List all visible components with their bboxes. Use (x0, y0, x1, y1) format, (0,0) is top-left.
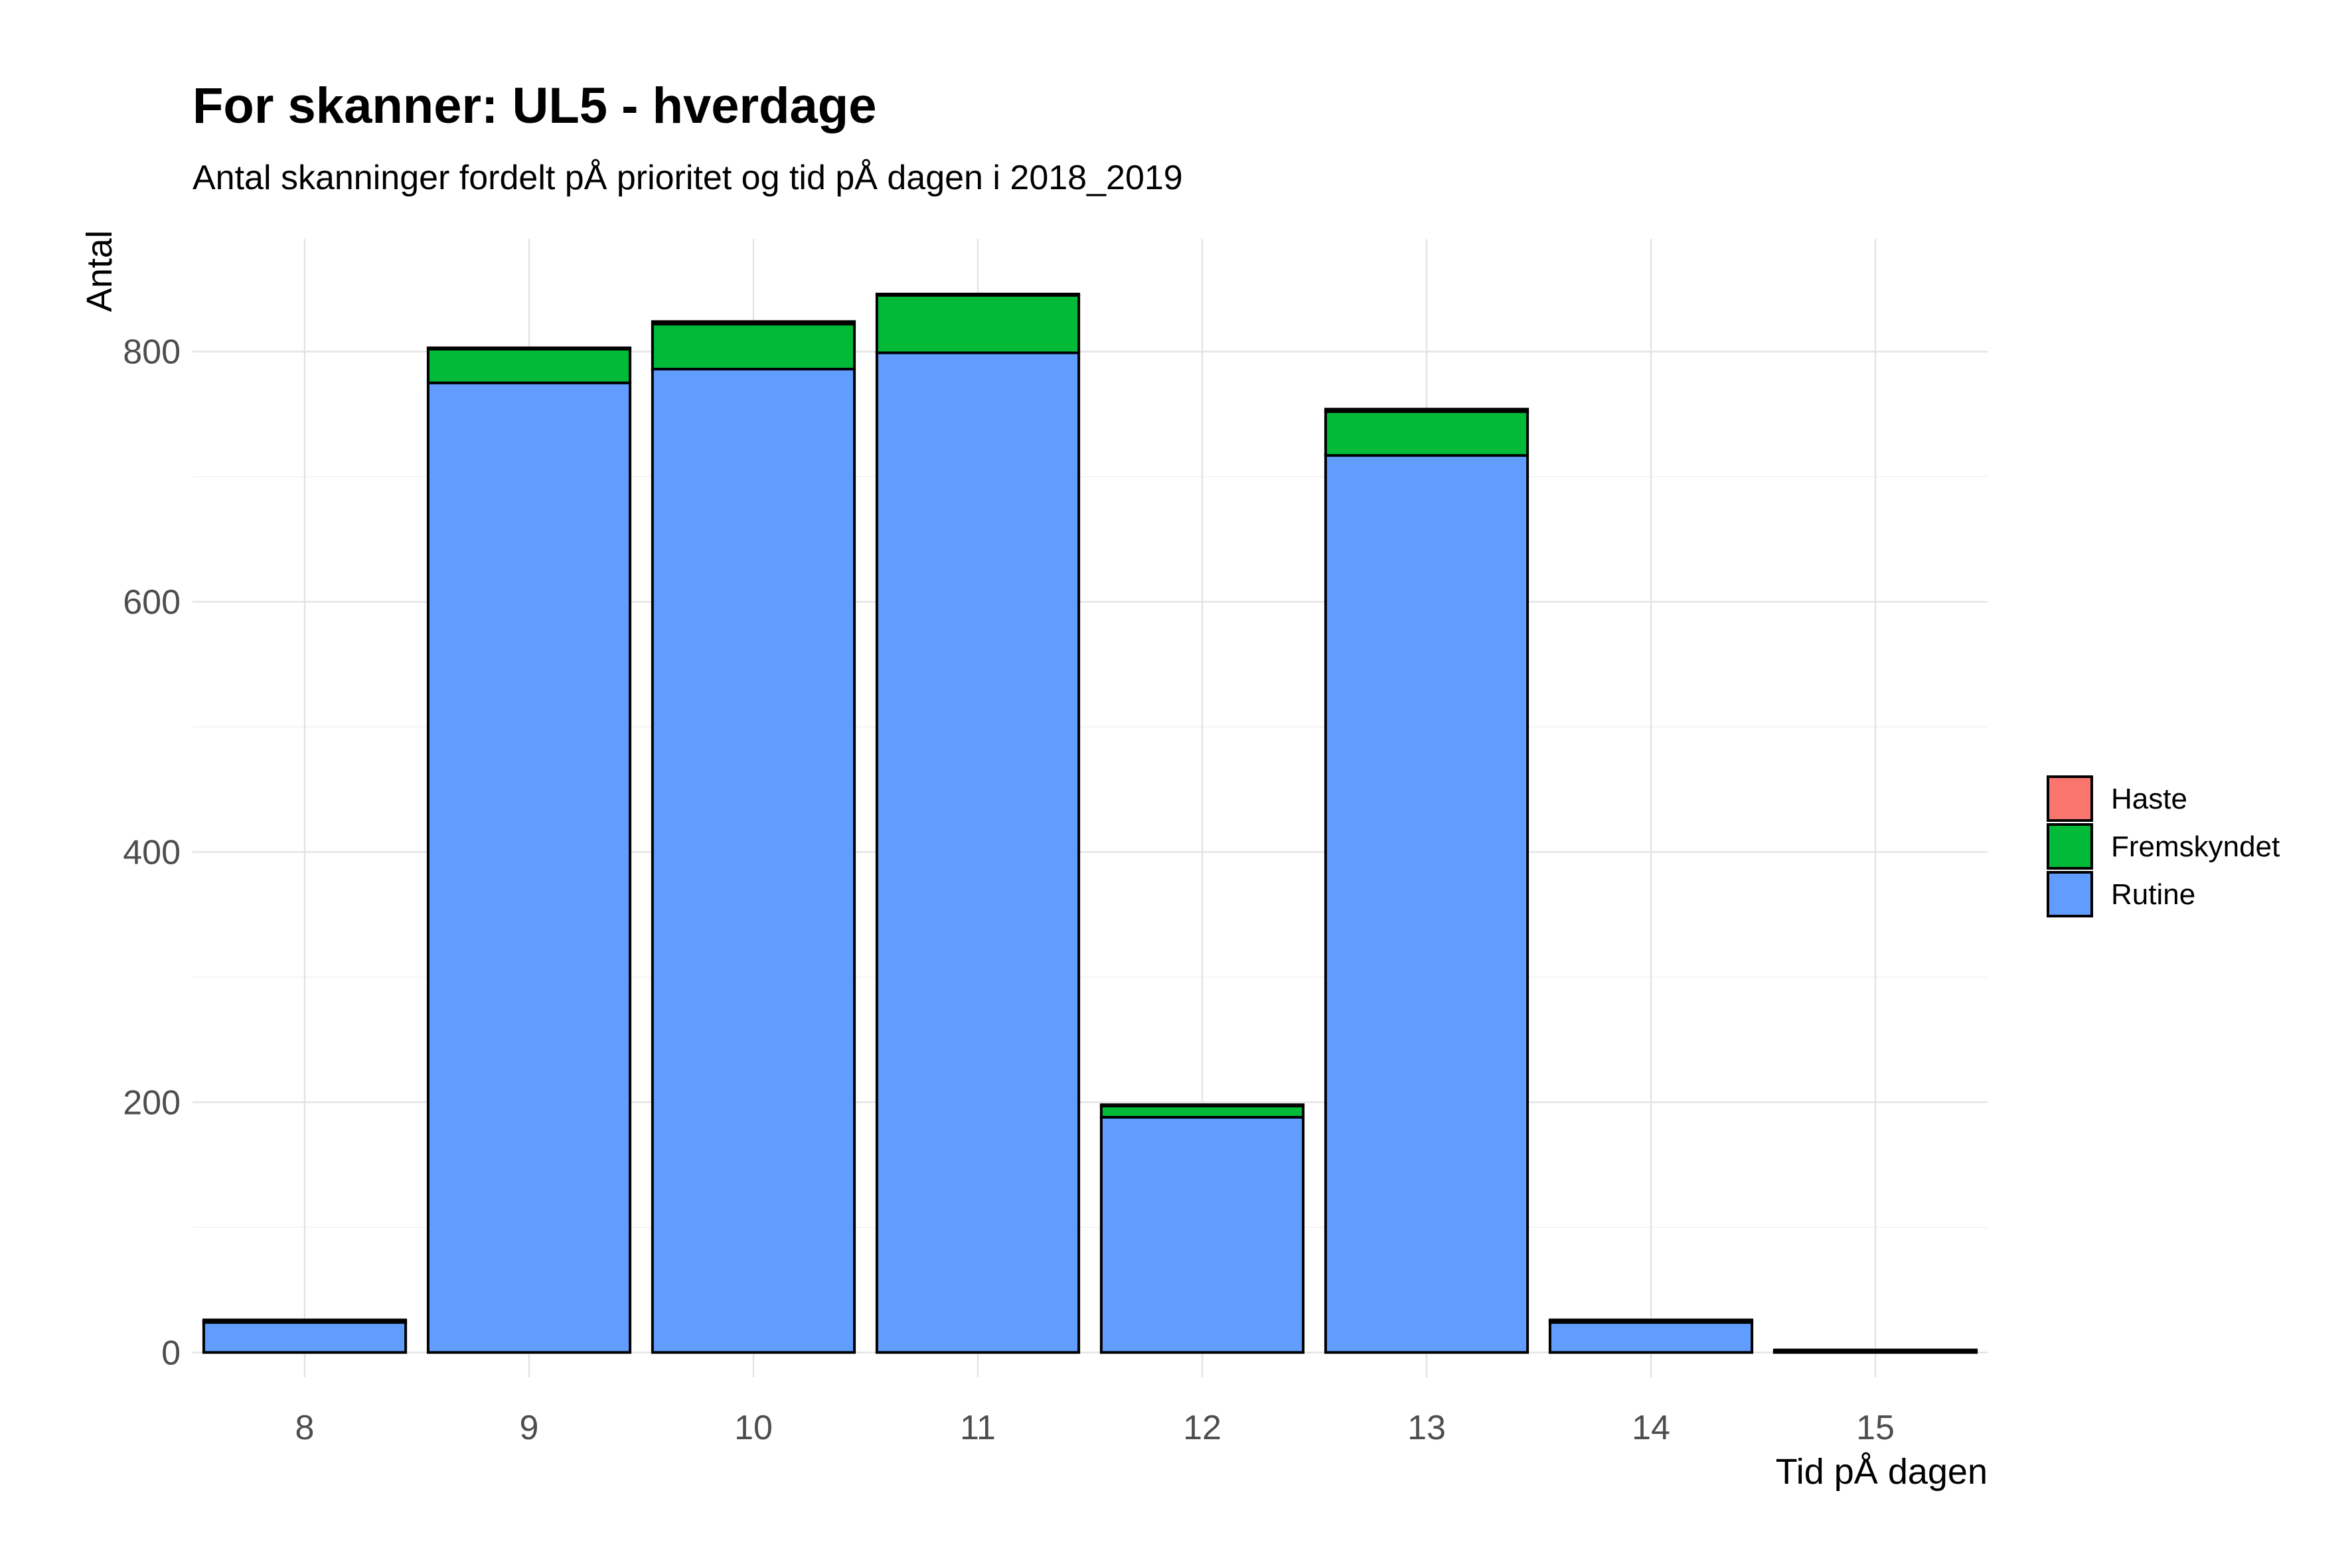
bar-rutine-11 (875, 351, 1081, 1354)
y-axis-ticks: 0 200 400 600 800 (123, 333, 181, 1373)
bar-haste-10 (651, 320, 856, 326)
bar-fremskyndet-9 (426, 347, 632, 384)
legend-label-haste: Haste (2111, 783, 2187, 815)
x-tick-label: 9 (520, 1409, 539, 1447)
bar-fremskyndet-10 (651, 323, 856, 370)
bar-rutine-9 (426, 381, 632, 1354)
x-tick-label: 10 (734, 1409, 773, 1447)
bar-rutine-12 (1099, 1116, 1305, 1354)
bar-haste-12 (1099, 1103, 1305, 1108)
y-tick-label: 600 (123, 584, 181, 622)
legend-key-haste (2047, 775, 2093, 822)
y-tick-label: 400 (123, 833, 181, 872)
bar-rutine-14 (1548, 1321, 1754, 1354)
y-tick-label: 200 (123, 1083, 181, 1122)
x-tick-label: 15 (1856, 1409, 1895, 1447)
legend-label-rutine: Rutine (2111, 878, 2195, 911)
bar-rutine-8 (202, 1321, 408, 1354)
legend: Haste Fremskyndet Rutine (2047, 775, 2280, 917)
x-tick-label: 14 (1632, 1409, 1670, 1447)
bar-rutine-13 (1324, 454, 1529, 1354)
bars (202, 292, 1978, 1354)
bar-fremskyndet-13 (1324, 410, 1529, 457)
bar-haste-13 (1324, 408, 1529, 414)
y-tick-label: 0 (161, 1334, 181, 1372)
bar-haste-15 (1772, 1348, 1978, 1353)
bar-haste-11 (875, 292, 1081, 297)
chart-subtitle: Antal skanninger fordelt pÅ prioritet og… (193, 159, 1183, 197)
y-axis-title: Antal (80, 230, 119, 312)
legend-key-fremskyndet (2047, 823, 2093, 870)
chart-title: For skanner: UL5 - hverdage (193, 78, 877, 134)
bar-haste-9 (426, 346, 632, 351)
x-axis-ticks: 8 9 10 11 12 13 14 15 (295, 1409, 1895, 1447)
x-tick-label: 13 (1407, 1409, 1446, 1447)
bar-haste-8 (202, 1318, 408, 1323)
bar-fremskyndet-12 (1099, 1105, 1305, 1119)
bar-haste-14 (1548, 1318, 1754, 1323)
bar-fremskyndet-11 (875, 293, 1081, 354)
x-tick-label: 12 (1183, 1409, 1221, 1447)
legend-key-rutine (2047, 871, 2093, 917)
x-tick-label: 11 (960, 1409, 996, 1447)
x-tick-label: 8 (295, 1409, 315, 1447)
legend-label-fremskyndet: Fremskyndet (2111, 830, 2280, 863)
y-tick-label: 800 (123, 333, 181, 372)
bar-rutine-10 (651, 368, 856, 1354)
x-axis-title: Tid pÅ dagen (1776, 1452, 1988, 1492)
